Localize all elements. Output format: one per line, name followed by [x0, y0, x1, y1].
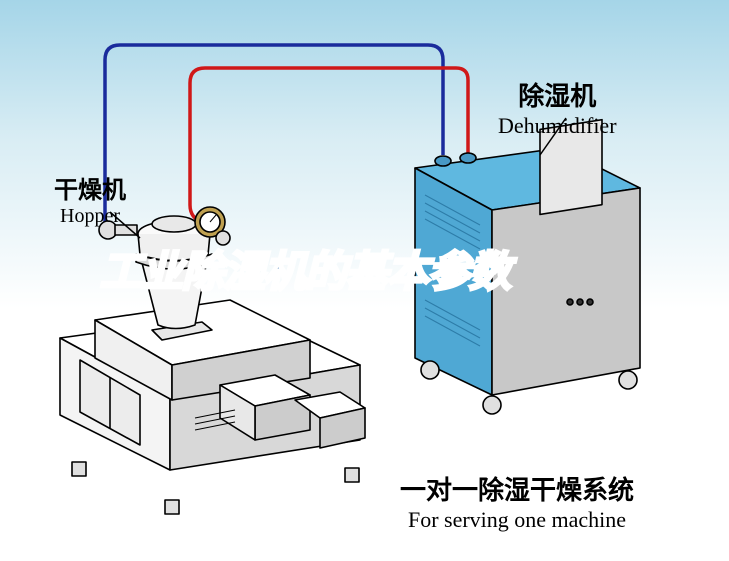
label-hopper-cn: 干燥机 [54, 170, 126, 205]
label-hopper: 干燥机 Hopper [54, 170, 126, 228]
label-footer-cn: 一对一除湿干燥系统 [400, 470, 634, 507]
label-dehumidifier: 除湿机 Dehumidifier [498, 76, 617, 139]
label-footer-en: For serving one machine [400, 507, 634, 533]
overlay-title: 工业除湿机的基本参数 [100, 238, 510, 299]
label-hopper-en: Hopper [54, 205, 126, 228]
label-dehumidifier-cn: 除湿机 [498, 76, 617, 113]
diagram-canvas: 除湿机 Dehumidifier 干燥机 Hopper 一对一除湿干燥系统 Fo… [0, 0, 729, 561]
extruder-machine [60, 300, 365, 514]
pipe-blue [105, 45, 443, 225]
label-dehumidifier-en: Dehumidifier [498, 113, 617, 139]
label-footer: 一对一除湿干燥系统 For serving one machine [400, 470, 634, 533]
